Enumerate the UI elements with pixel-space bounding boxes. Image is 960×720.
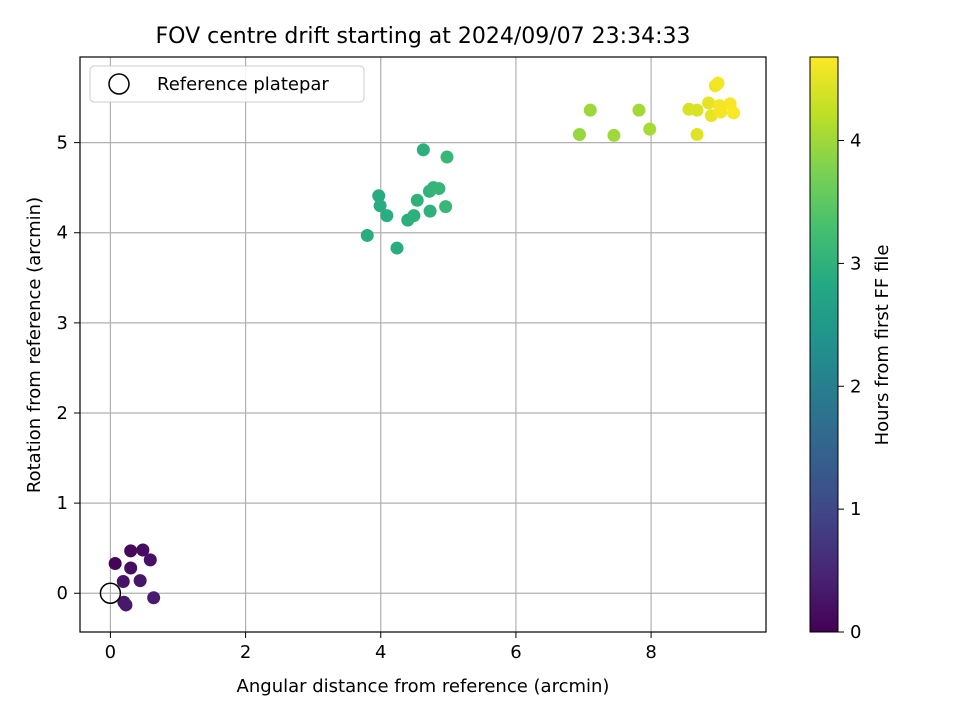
- x-tick-label: 0: [105, 642, 116, 663]
- data-point: [690, 128, 704, 142]
- y-tick-label: 1: [57, 493, 68, 514]
- data-point: [572, 128, 586, 142]
- data-point: [373, 199, 387, 213]
- data-point: [632, 103, 646, 117]
- y-tick-label: 5: [57, 133, 68, 154]
- x-tick-label: 2: [240, 642, 251, 663]
- data-point: [690, 103, 704, 117]
- colorbar: 0 1 2 3 4 Hours from first FF file: [809, 56, 893, 643]
- y-tick-label: 3: [57, 313, 68, 334]
- data-point: [410, 193, 424, 207]
- colorbar-tick-label: 0: [850, 622, 861, 643]
- plot-frame: [79, 56, 767, 633]
- colorbar-tick-label: 3: [850, 253, 861, 274]
- legend: Reference platepar: [89, 65, 365, 103]
- colorbar-tick-label: 1: [850, 499, 861, 520]
- x-tick-label: 4: [375, 642, 386, 663]
- data-point: [143, 553, 157, 567]
- data-point: [702, 96, 716, 110]
- data-point: [416, 143, 430, 157]
- legend-entry-reference-platepar: Reference platepar: [157, 74, 329, 95]
- colorbar-ticks: 0 1 2 3 4: [838, 131, 861, 643]
- y-tick-label: 4: [57, 223, 68, 244]
- legend-reference-marker: [108, 73, 130, 95]
- data-point: [407, 209, 421, 223]
- data-point: [147, 591, 161, 605]
- reference-platepar-marker: [99, 582, 122, 604]
- x-axis-ticks: 0 2 4 6 8: [105, 632, 657, 663]
- colorbar-tick-label: 4: [850, 131, 861, 152]
- legend-box: [89, 65, 365, 103]
- data-point: [119, 598, 133, 612]
- data-point: [583, 103, 597, 117]
- x-axis-label: Angular distance from reference (arcmin): [237, 676, 610, 697]
- data-point: [360, 228, 374, 242]
- colorbar-gradient: [809, 56, 839, 633]
- x-tick-label: 8: [645, 642, 656, 663]
- data-point: [108, 557, 122, 571]
- data-point: [116, 575, 130, 589]
- x-tick-label: 6: [510, 642, 521, 663]
- data-point: [124, 544, 138, 558]
- colorbar-label: Hours from first FF file: [872, 245, 893, 446]
- data-point: [711, 76, 725, 90]
- data-point: [643, 122, 657, 136]
- y-axis-ticks: 0 1 2 3 4 5: [57, 133, 80, 604]
- data-point: [423, 204, 437, 218]
- y-axis-label: Rotation from reference (arcmin): [24, 197, 45, 493]
- y-tick-label: 0: [57, 583, 68, 604]
- chart-title: FOV centre drift starting at 2024/09/07 …: [156, 24, 691, 49]
- data-point: [440, 150, 454, 164]
- data-point: [124, 561, 138, 575]
- data-point: [136, 543, 150, 557]
- colorbar-tick-label: 2: [850, 376, 861, 397]
- data-point: [133, 574, 147, 588]
- y-tick-label: 2: [57, 403, 68, 424]
- data-point: [380, 209, 394, 223]
- data-point: [439, 200, 453, 214]
- data-point: [432, 182, 446, 196]
- grid-lines: [80, 57, 766, 632]
- data-points: [108, 76, 741, 612]
- data-point: [390, 241, 404, 255]
- data-point: [607, 128, 621, 142]
- data-point: [372, 189, 386, 203]
- data-point: [727, 106, 741, 120]
- data-point: [714, 105, 728, 119]
